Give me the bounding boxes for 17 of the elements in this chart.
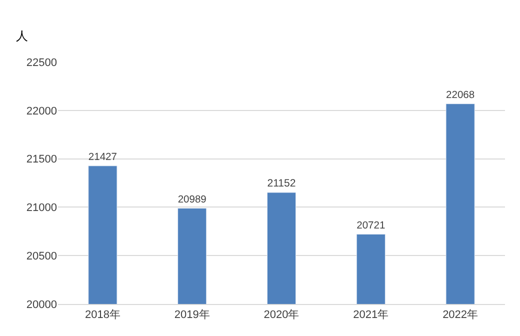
x-tick-label: 2021年 — [353, 309, 389, 322]
y-tick-label: 21500 — [26, 154, 57, 166]
y-tick-label: 21000 — [26, 202, 57, 214]
y-tick-label: 22500 — [26, 56, 57, 69]
data-label: 20721 — [356, 220, 386, 232]
x-tick-label: 2020年 — [264, 309, 300, 322]
data-label: 22068 — [446, 90, 475, 102]
y-tick-label: 20000 — [26, 298, 57, 311]
y-tick-label: 22000 — [26, 105, 57, 118]
data-label: 21152 — [267, 178, 296, 190]
x-tick-label: 2022年 — [442, 309, 478, 322]
data-label: 20989 — [178, 194, 207, 206]
data-label: 21427 — [88, 152, 118, 164]
y-axis-title: 人 — [16, 29, 28, 43]
x-tick-label: 2019年 — [174, 309, 210, 322]
x-tick-label: 2018年 — [84, 309, 120, 322]
y-tick-label: 20500 — [26, 250, 57, 262]
